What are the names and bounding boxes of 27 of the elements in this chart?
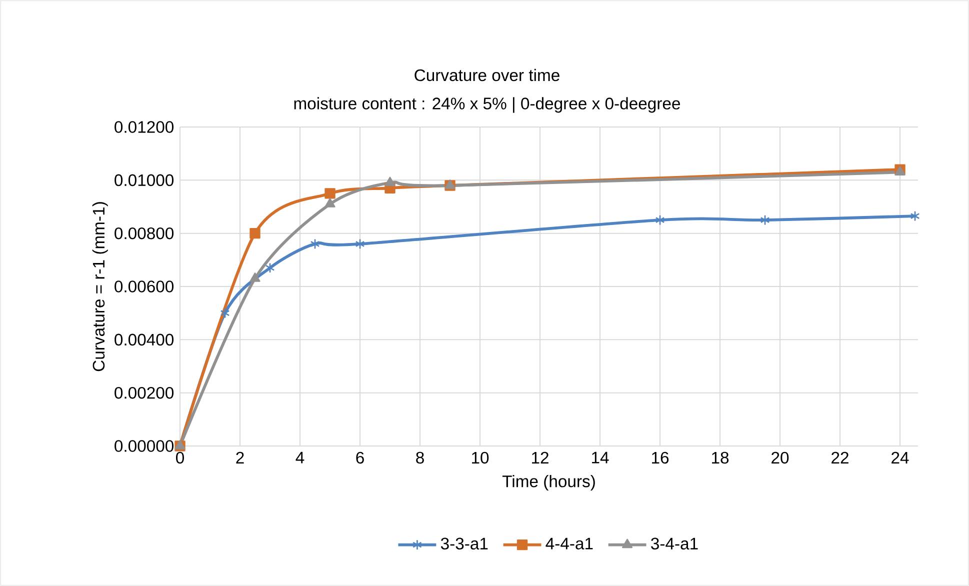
x-tick-label: 12 [532,452,548,464]
x-tick-label: 10 [472,452,489,464]
chart-title: Curvature over time [414,68,560,82]
y-tick-label: 0.01000 [114,174,174,186]
x-tick-label: 20 [772,452,789,464]
legend-label: 3-4-a1 [651,538,698,550]
x-tick-label: 18 [712,452,729,464]
y-tick-label: 0.00200 [114,386,174,399]
chart-subtitle: moisture content : 24% x 5% | 0-degree x 0-deegree [294,97,680,113]
x-tick-label: 22 [832,452,848,464]
y-tick-label: 0.00000 [114,440,174,452]
y-tick-label: 0.00600 [114,280,174,292]
x-axis-title: Time (hours) [502,474,595,491]
x-tick-label: 6 [356,452,364,464]
x-tick-label: 8 [416,452,424,464]
x-tick-label: 24 [892,452,909,464]
y-tick-label: 0.00400 [114,334,174,346]
x-tick-label: 14 [592,452,609,464]
x-tick-label: 4 [296,452,304,464]
x-tick-label: 0 [176,452,184,464]
legend-label: 4-4-a1 [546,538,593,550]
x-tick-label: 2 [236,452,244,464]
y-tick-label: 0.00800 [114,227,174,240]
y-tick-label: 0.01200 [114,121,174,133]
y-axis-title: Curvature = r-1 (mm-1) [92,202,108,372]
x-tick-label: 16 [652,452,669,464]
legend-label: 3-3-a1 [440,538,488,550]
